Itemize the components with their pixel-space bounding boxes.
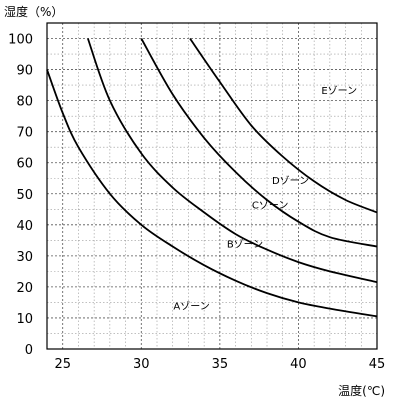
y-tick-label: 50 xyxy=(16,188,33,203)
zone-boundary-curves xyxy=(46,37,378,318)
x-axis-title: 温度(℃) xyxy=(338,383,385,398)
zone-boundary-curve-4 xyxy=(189,37,378,214)
plot-frame xyxy=(46,22,378,350)
y-tick-label: 100 xyxy=(8,33,33,48)
tick-labels: 25 30 35 40 45 0 10 20 30 40 50 60 70 80 90 100 xyxy=(8,33,385,372)
y-tick-label: 60 xyxy=(16,157,33,172)
x-tick-label: 30 xyxy=(133,357,150,372)
x-tick-label: 25 xyxy=(54,357,71,372)
x-tick-label: 40 xyxy=(290,357,307,372)
y-tick-label: 90 xyxy=(16,64,33,79)
zone-boundary-curve-1 xyxy=(46,69,378,318)
zone-label: Eゾーン xyxy=(321,85,357,97)
x-tick-label: 35 xyxy=(212,357,229,372)
zone-boundary-curve-2 xyxy=(87,38,378,284)
x-tick-label: 45 xyxy=(369,357,386,372)
zone-boundary-curve-3 xyxy=(140,38,378,248)
y-tick-label: 80 xyxy=(16,95,33,110)
y-tick-label: 40 xyxy=(16,219,33,234)
y-tick-label: 30 xyxy=(16,250,33,265)
y-axis-title: 湿度（%） xyxy=(4,4,63,19)
zone-label: Dゾーン xyxy=(272,175,309,187)
zone-label: Cゾーン xyxy=(252,200,288,212)
y-tick-label: 10 xyxy=(16,312,33,327)
zone-label: Bゾーン xyxy=(227,238,263,250)
y-tick-label: 0 xyxy=(25,343,33,358)
zone-label: Aゾーン xyxy=(173,301,209,313)
zone-labels: Aゾーン Bゾーン Cゾーン Dゾーン Eゾーン xyxy=(173,85,357,313)
y-tick-label: 70 xyxy=(16,126,33,141)
y-tick-label: 20 xyxy=(16,281,33,296)
